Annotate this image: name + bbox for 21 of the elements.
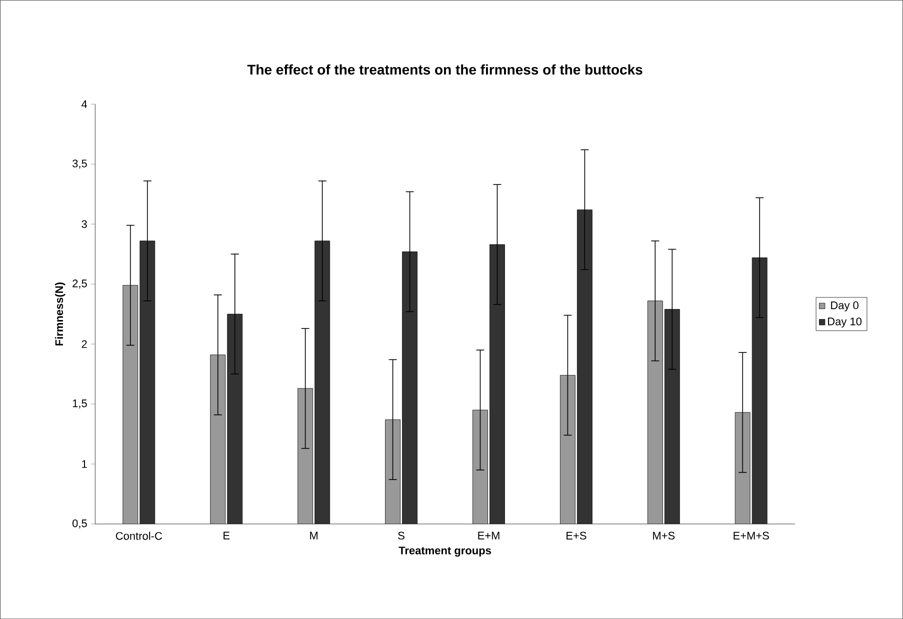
y-tick-label: 4	[82, 100, 88, 108]
y-tick-label: 2,5	[72, 279, 87, 289]
y-axis-title: Firmness(N)	[54, 282, 66, 346]
y-tick-label: 2	[82, 340, 87, 348]
x-tick-label: E	[224, 532, 230, 540]
legend-label: Day 10	[828, 318, 862, 328]
y-tick-label: 1	[82, 460, 87, 468]
x-tick-label: M	[310, 532, 318, 540]
x-tick-label: E+M+S	[734, 532, 769, 540]
chart-title: The effect of the treatments on the firmness of the buttocks	[247, 64, 642, 75]
x-tick-label: Control-C	[116, 532, 162, 540]
x-tick-label: E+S	[566, 532, 586, 540]
y-tick-label: 0,5	[72, 519, 87, 528]
y-tick-label: 1,5	[72, 399, 87, 408]
x-axis-title: Treatment groups	[398, 546, 491, 557]
y-tick-label: 3,5	[72, 160, 87, 169]
x-tick-label: E+M	[478, 532, 500, 540]
y-tick-label: 3	[82, 220, 87, 228]
legend-label: Day 0	[831, 301, 858, 312]
x-tick-label: M+S	[653, 532, 675, 540]
x-tick-label: S	[398, 532, 404, 540]
